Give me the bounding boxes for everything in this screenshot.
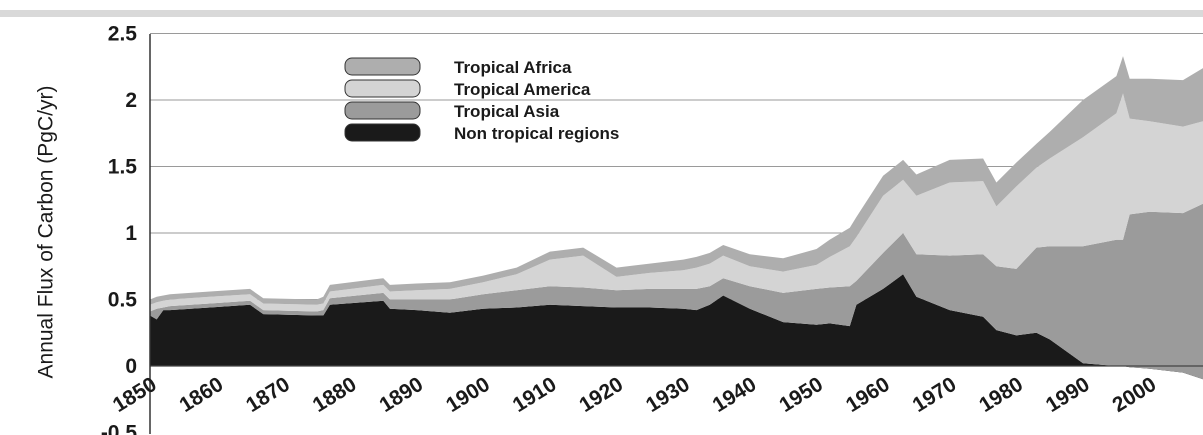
- legend-swatch: [344, 101, 421, 120]
- x-tick-label: 1960: [842, 373, 894, 417]
- x-tick-label: 1880: [309, 373, 361, 417]
- top-divider-bar: [0, 10, 1203, 17]
- y-tick-label: 2.5: [108, 23, 138, 46]
- x-tick-labels: 1850 1860 1870 1880 1890 1900 1910 1920 1930 1940…: [109, 373, 1160, 417]
- x-tick-label: 1990: [1042, 373, 1094, 417]
- x-tick-label: 2000: [1109, 373, 1161, 417]
- y-tick-label: -0.5: [101, 422, 138, 435]
- legend-label: Tropical Asia: [454, 102, 560, 121]
- legend: Tropical Africa Tropical America Tropical …: [344, 57, 619, 143]
- x-tick-label: 1980: [975, 373, 1027, 417]
- stacked-area-layer: [150, 56, 1203, 380]
- x-tick-label: 1850: [109, 373, 161, 417]
- x-tick-label: 1900: [442, 373, 494, 417]
- x-tick-label: 1920: [575, 373, 627, 417]
- area-series-2: [150, 93, 1203, 312]
- y-tick-labels: -0.5 0 0.5 1 1.5 2 2.5: [101, 23, 138, 435]
- x-tick-label: 1860: [175, 373, 227, 417]
- x-tick-label: 1950: [775, 373, 827, 417]
- legend-swatch: [344, 79, 421, 98]
- legend-label: Tropical America: [454, 80, 591, 99]
- y-tick-label: 2: [125, 89, 137, 112]
- x-tick-label: 1890: [375, 373, 427, 417]
- x-tick-label: 1940: [709, 373, 761, 417]
- y-tick-label: 0: [125, 355, 137, 378]
- area-series-3: [150, 56, 1203, 305]
- y-tick-label: 1: [125, 222, 137, 245]
- x-tick-label: 1930: [642, 373, 694, 417]
- x-tick-label: 1970: [909, 373, 961, 417]
- x-tick-label: 1910: [509, 373, 561, 417]
- legend-label: Non tropical regions: [454, 124, 619, 143]
- legend-swatch: [344, 57, 421, 76]
- y-axis-label: Annual Flux of Carbon (PgC/yr): [35, 86, 58, 379]
- legend-label: Tropical Africa: [454, 58, 572, 77]
- y-tick-label: 1.5: [108, 156, 138, 179]
- x-tick-label: 1870: [242, 373, 294, 417]
- area-series-1: [150, 203, 1203, 380]
- legend-swatch: [344, 123, 421, 142]
- y-tick-label: 0.5: [108, 289, 138, 312]
- area-series-0: [150, 274, 1203, 380]
